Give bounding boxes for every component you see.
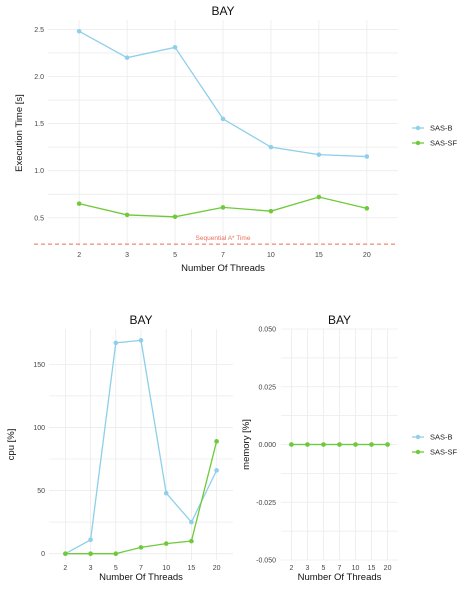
chart-panel-2: BAY Number Of Threads cpu [%] 2 3 5 7 10 15 20 0 50… (6, 313, 233, 583)
data-point (88, 537, 93, 543)
data-point (353, 442, 358, 447)
data-point (385, 442, 390, 447)
data-point (76, 201, 82, 206)
legend: SAS-B SAS-SF (412, 433, 458, 457)
x-tick-label: 10 (162, 565, 170, 572)
x-tick-label: 3 (125, 252, 129, 259)
data-point (76, 29, 82, 34)
y-tick-label: 50 (37, 488, 45, 495)
x-tick-label: 2 (289, 565, 293, 572)
y-tick-label: 0.025 (258, 384, 276, 391)
x-tick-label: 10 (267, 252, 275, 259)
data-point (289, 442, 294, 447)
data-point (220, 205, 226, 210)
data-point (316, 194, 322, 200)
y-axis-label: memory [%] (241, 419, 252, 470)
data-point (189, 519, 194, 525)
y-tick-label: 1.0 (34, 168, 44, 175)
y-tick-label: -0.025 (256, 500, 276, 507)
x-tick-label: 20 (363, 252, 371, 259)
legend-swatch-point (415, 449, 421, 455)
x-tick-label: 15 (315, 252, 323, 259)
y-tick-label: 0 (41, 551, 45, 558)
data-point (337, 442, 342, 447)
data-point (138, 338, 144, 343)
y-tick-label: 100 (33, 425, 45, 432)
chart-panel-3: BAY Number Of Threads memory [%] 2 3 5 7 10 15 20… (241, 313, 458, 583)
y-axis-label: Execution Time [s] (14, 94, 25, 172)
y-tick-label: 2.5 (34, 27, 44, 34)
x-tick-label: 7 (338, 565, 342, 572)
chart-title: BAY (328, 313, 351, 327)
data-point (189, 538, 194, 544)
y-tick-label: 0.5 (34, 215, 44, 222)
data-point (268, 208, 274, 214)
x-axis-label: Number Of Threads (99, 572, 183, 583)
y-tick-label: -0.050 (256, 558, 276, 565)
y-axis-label: cpu [%] (6, 429, 17, 461)
x-tick-label: 10 (352, 565, 360, 572)
y-tick-label: 1.5 (34, 121, 44, 128)
data-point (369, 442, 374, 447)
x-tick-label: 7 (139, 565, 143, 572)
data-point (214, 468, 219, 473)
chart-title: BAY (129, 313, 152, 327)
x-tick-label: 2 (77, 252, 81, 259)
chart-title: BAY (211, 4, 234, 18)
data-point (163, 490, 169, 496)
x-tick-label: 5 (114, 565, 118, 572)
y-tick-label: 2.0 (34, 74, 44, 81)
data-point (364, 206, 370, 211)
data-point (214, 439, 219, 444)
y-tick-label: 0.000 (258, 442, 276, 449)
data-point (172, 45, 178, 50)
data-point (124, 55, 130, 60)
legend-swatch-point (415, 434, 421, 440)
data-point (172, 214, 178, 220)
x-axis-label: Number Of Threads (181, 263, 265, 274)
data-point (113, 551, 119, 556)
legend: SAS-B SAS-SF (412, 124, 458, 148)
data-point (163, 541, 169, 546)
x-tick-label: 2 (63, 565, 67, 572)
x-tick-label: 15 (188, 565, 196, 572)
data-point (124, 212, 130, 218)
legend-label: SAS-SF (430, 448, 458, 457)
x-tick-label: 20 (384, 565, 392, 572)
data-point (88, 551, 93, 556)
legend-swatch-point (415, 140, 421, 146)
data-point (138, 545, 144, 550)
data-point (113, 340, 119, 346)
data-point (321, 442, 326, 447)
data-point (305, 442, 310, 447)
x-axis-label: Number Of Threads (298, 572, 382, 583)
x-tick-label: 3 (305, 565, 309, 572)
x-tick-label: 7 (221, 252, 225, 259)
chart-panel-1: BAY Number Of Threads Execution Time [s] 2 3… (14, 4, 458, 274)
data-point (63, 551, 68, 556)
y-tick-label: 0.050 (258, 327, 276, 334)
x-tick-label: 20 (213, 565, 221, 572)
x-tick-label: 15 (368, 565, 376, 572)
data-point (268, 144, 274, 150)
legend-swatch-point (415, 125, 421, 131)
x-tick-label: 5 (173, 252, 177, 259)
reference-line-label: Sequential A* Time (196, 235, 251, 242)
y-tick-label: 150 (33, 362, 45, 369)
data-point (364, 154, 370, 159)
legend-label: SAS-B (430, 124, 453, 133)
x-tick-label: 3 (89, 565, 93, 572)
data-point (316, 152, 322, 157)
legend-label: SAS-B (430, 433, 453, 442)
x-tick-label: 5 (322, 565, 326, 572)
data-point (220, 116, 226, 122)
legend-label: SAS-SF (430, 139, 458, 148)
